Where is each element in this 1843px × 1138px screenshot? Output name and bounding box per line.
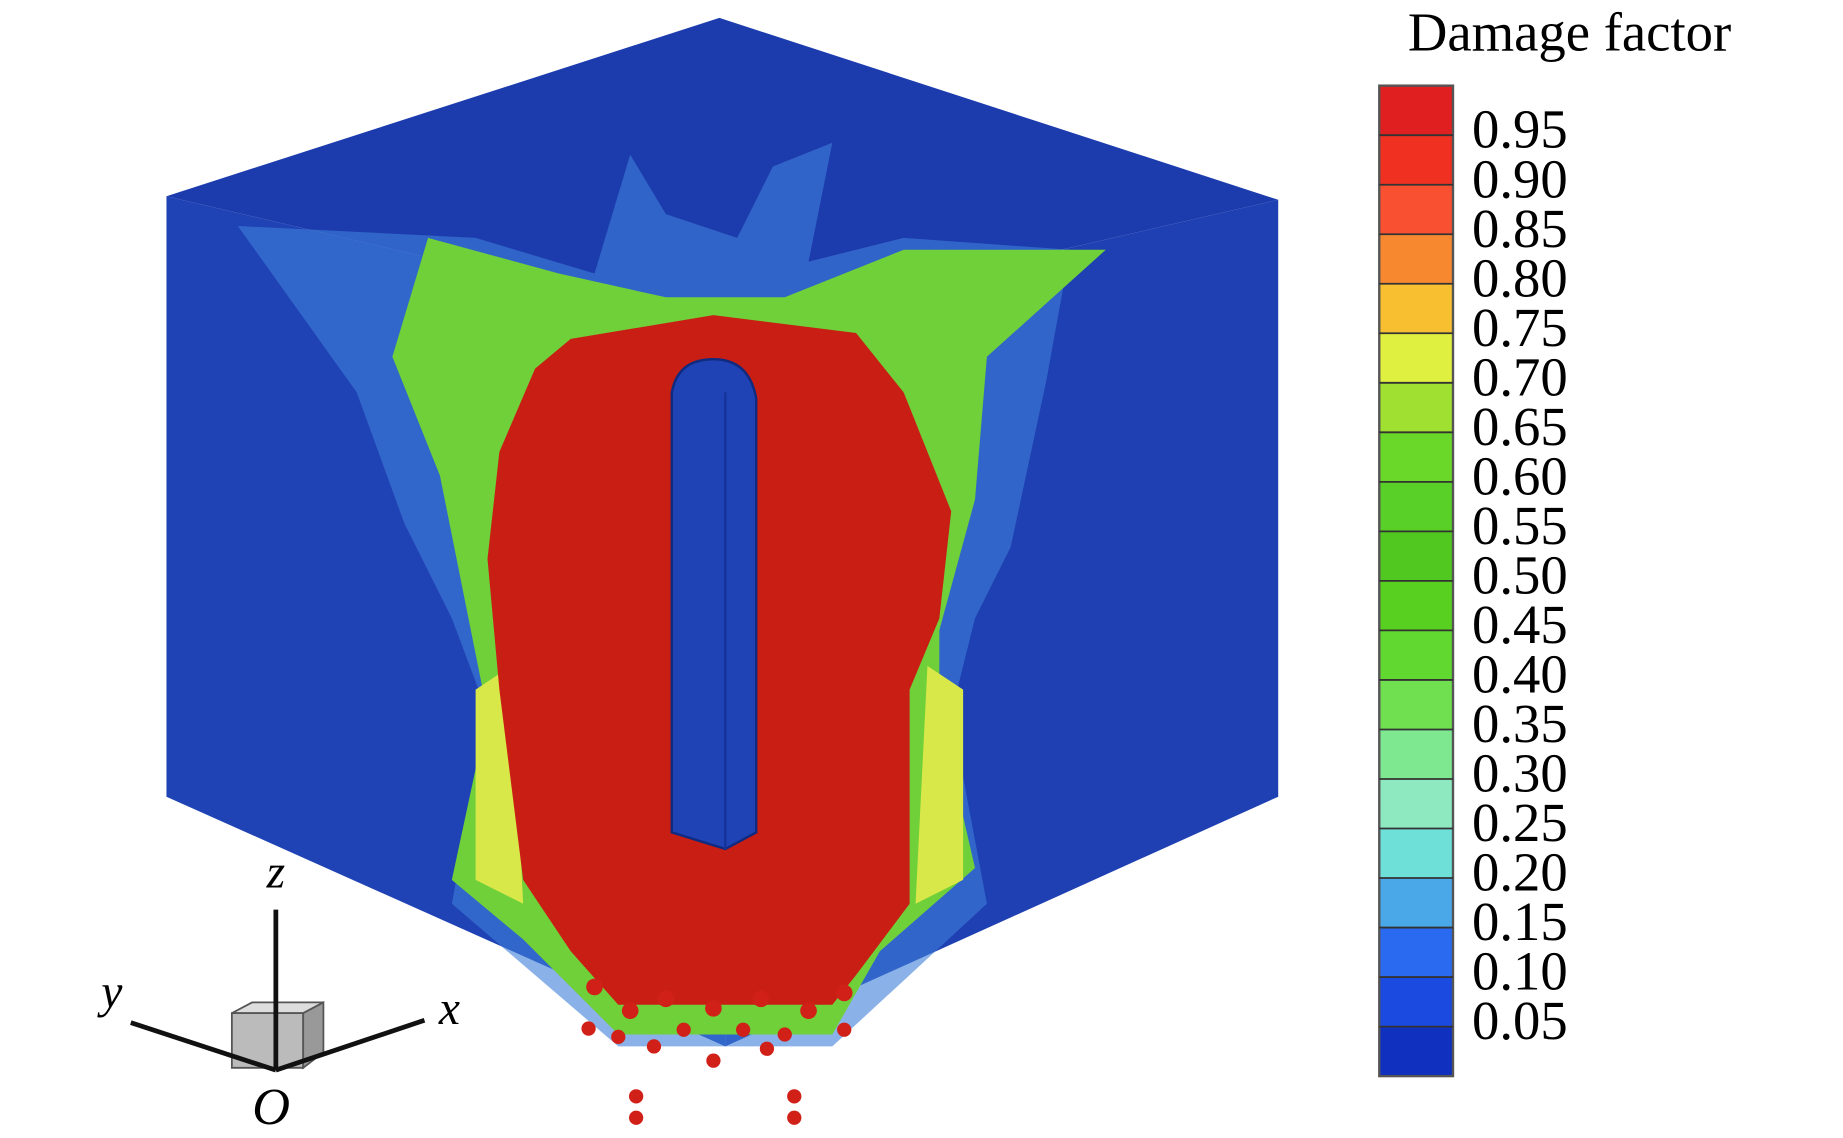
color-band	[1379, 630, 1453, 680]
particles	[581, 978, 853, 1125]
origin-label: O	[252, 1078, 290, 1136]
color-band	[1379, 283, 1453, 334]
color-band	[1379, 432, 1453, 482]
color-band	[1379, 1026, 1453, 1077]
tick-label: 0.05	[1472, 990, 1568, 1051]
axis-label-y: y	[97, 966, 123, 1018]
tick-label: 0.35	[1472, 693, 1568, 754]
color-band	[1379, 679, 1453, 730]
tick-label: 0.85	[1472, 198, 1568, 259]
tick-label: 0.25	[1472, 792, 1568, 853]
axes-triad	[130, 909, 426, 1073]
tick-label: 0.70	[1472, 346, 1568, 407]
tick-label: 0.15	[1472, 891, 1568, 952]
color-band	[1379, 234, 1453, 284]
tick-label: 0.65	[1472, 396, 1568, 457]
color-band	[1379, 878, 1453, 928]
colorbar: 0.950.900.850.800.750.700.650.600.550.50…	[1378, 84, 1568, 1078]
color-band	[1379, 382, 1453, 433]
tick-label: 0.75	[1472, 297, 1568, 358]
color-band	[1379, 531, 1453, 581]
color-band	[1379, 184, 1453, 235]
tick-label: 0.50	[1472, 544, 1568, 605]
tick-label: 0.45	[1472, 594, 1568, 655]
axis-label-x: x	[438, 983, 460, 1035]
tick-label: 0.80	[1472, 247, 1568, 308]
color-band	[1379, 333, 1453, 383]
tick-label: 0.20	[1472, 842, 1568, 903]
color-band	[1379, 778, 1453, 829]
tick-label: 0.40	[1472, 643, 1568, 704]
tick-label: 0.90	[1472, 148, 1568, 209]
tick-label: 0.60	[1472, 445, 1568, 506]
color-band	[1379, 135, 1453, 185]
color-band	[1379, 828, 1453, 879]
color-band	[1379, 977, 1453, 1027]
color-band	[1379, 729, 1453, 779]
color-band	[1379, 580, 1453, 631]
tick-label: 0.55	[1472, 495, 1568, 556]
color-band	[1379, 481, 1453, 532]
colorbar-title: Damage factor	[1408, 2, 1731, 63]
projectile	[670, 357, 758, 851]
tick-label: 0.10	[1472, 941, 1568, 1002]
color-band	[1379, 927, 1453, 978]
color-band	[1379, 85, 1453, 136]
tick-label: 0.95	[1472, 99, 1568, 160]
tick-label: 0.30	[1472, 743, 1568, 804]
axis-label-z: z	[266, 846, 286, 898]
